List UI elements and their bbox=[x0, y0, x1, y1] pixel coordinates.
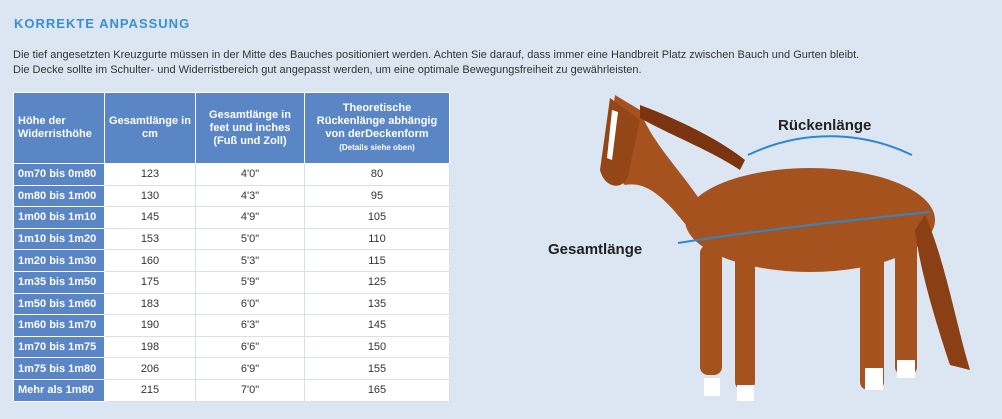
horse bbox=[600, 95, 970, 390]
back-length-label: Rückenlänge bbox=[778, 117, 871, 134]
table-row: 1m75 bis 1m80 206 6'9" 155 bbox=[13, 357, 450, 380]
cell: 183 bbox=[104, 292, 196, 316]
table-row: 1m35 bis 1m50 175 5'9" 125 bbox=[13, 270, 450, 294]
cell: 80 bbox=[304, 163, 450, 186]
table-row: 1m10 bis 1m20 153 5'0" 110 bbox=[13, 227, 450, 251]
table-row: 1m50 bis 1m60 183 6'0" 135 bbox=[13, 292, 450, 316]
row-header: 1m00 bis 1m10 bbox=[13, 206, 105, 229]
cell: 145 bbox=[304, 314, 450, 337]
cell: 105 bbox=[304, 206, 450, 229]
cell: 5'3" bbox=[195, 249, 305, 272]
cell: 110 bbox=[304, 227, 450, 251]
table-row: 1m70 bis 1m75 198 6'6" 150 bbox=[13, 335, 450, 359]
total-length-label: Gesamtlänge bbox=[548, 241, 642, 258]
title: KORREKTE ANPASSUNG bbox=[14, 16, 191, 31]
blaze bbox=[607, 110, 618, 160]
cell: 4'0" bbox=[195, 163, 305, 186]
cell: 153 bbox=[104, 227, 196, 251]
table-row: Mehr als 1m80 215 7'0" 165 bbox=[13, 378, 450, 402]
cell: 155 bbox=[304, 357, 450, 380]
cell: 4'9" bbox=[195, 206, 305, 229]
cell: 6'3" bbox=[195, 314, 305, 337]
intro-line: Die tief angesetzten Kreuzgurte müssen i… bbox=[13, 49, 860, 61]
col-header: Höhe der Widerristhöhe bbox=[13, 92, 105, 164]
cell: 4'3" bbox=[195, 184, 305, 208]
cell: 6'0" bbox=[195, 292, 305, 316]
cell: 165 bbox=[304, 378, 450, 402]
col-header-text: Theoretische Rückenlänge abhängig von de… bbox=[316, 102, 438, 140]
row-header: 0m80 bis 1m00 bbox=[13, 184, 105, 208]
table-body: 0m70 bis 0m80 123 4'0" 80 0m80 bis 1m00 130 4'… bbox=[13, 163, 450, 402]
table-row: 0m70 bis 0m80 123 4'0" 80 bbox=[13, 163, 450, 186]
row-header: 1m50 bis 1m60 bbox=[13, 292, 105, 316]
cell: 206 bbox=[104, 357, 196, 380]
cell: 145 bbox=[104, 206, 196, 229]
cell: 6'6" bbox=[195, 335, 305, 359]
header-row: Höhe der Widerristhöhe Gesamtlänge in cm… bbox=[13, 92, 450, 164]
size-table: Höhe der Widerristhöhe Gesamtlänge in cm… bbox=[13, 92, 450, 402]
row-header: 1m35 bis 1m50 bbox=[13, 270, 105, 294]
cell: 6'9" bbox=[195, 357, 305, 380]
table-row: 1m00 bis 1m10 145 4'9" 105 bbox=[13, 206, 450, 229]
cell: 130 bbox=[104, 184, 196, 208]
cell: 5'9" bbox=[195, 270, 305, 294]
col-header: Theoretische Rückenlänge abhängig von de… bbox=[304, 92, 450, 164]
cell: 190 bbox=[104, 314, 196, 337]
socks bbox=[704, 360, 915, 401]
row-header: 1m60 bis 1m70 bbox=[13, 314, 105, 337]
row-header: 1m75 bis 1m80 bbox=[13, 357, 105, 380]
row-header: Mehr als 1m80 bbox=[13, 378, 105, 402]
length-arrow bbox=[677, 211, 931, 244]
cell: 7'0" bbox=[195, 378, 305, 402]
cell: 123 bbox=[104, 163, 196, 186]
back-arrow bbox=[747, 135, 913, 156]
row-header: 1m20 bis 1m30 bbox=[13, 249, 105, 272]
row-header: 0m70 bis 0m80 bbox=[13, 163, 105, 186]
table-row: 0m80 bis 1m00 130 4'3" 95 bbox=[13, 184, 450, 208]
cell: 150 bbox=[304, 335, 450, 359]
cell: 198 bbox=[104, 335, 196, 359]
intro-line: Die Decke sollte im Schulter- und Widerr… bbox=[13, 64, 642, 76]
row-header: 1m10 bis 1m20 bbox=[13, 227, 105, 251]
col-note: (Details siehe oben) bbox=[339, 143, 415, 152]
cell: 135 bbox=[304, 292, 450, 316]
intro: Die tief angesetzten Kreuzgurte müssen i… bbox=[13, 48, 859, 78]
cell: 95 bbox=[304, 184, 450, 208]
col-header: Gesamtlänge in cm bbox=[104, 92, 196, 164]
col-header: Gesamtlänge in feet und inches (Fuß und … bbox=[195, 92, 305, 164]
table-row: 1m60 bis 1m70 190 6'3" 145 bbox=[13, 314, 450, 337]
